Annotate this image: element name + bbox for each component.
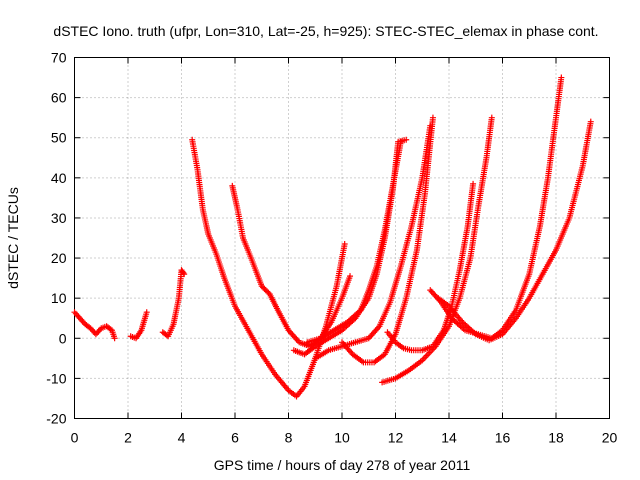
data-point bbox=[341, 241, 348, 248]
data-point bbox=[488, 114, 495, 121]
series-arc-b bbox=[127, 309, 150, 342]
series-arc-m bbox=[435, 118, 594, 344]
x-tick-label: 8 bbox=[285, 430, 293, 446]
data-point bbox=[258, 283, 265, 290]
data-point bbox=[347, 273, 354, 280]
data-point bbox=[111, 335, 118, 342]
series-arc-a bbox=[71, 309, 118, 342]
data-point bbox=[180, 269, 187, 276]
series-arc-l bbox=[427, 74, 565, 342]
x-tick-label: 16 bbox=[495, 430, 511, 446]
x-tick-label: 14 bbox=[441, 430, 457, 446]
data-point bbox=[143, 309, 150, 316]
y-tick-label: 30 bbox=[51, 210, 67, 226]
series-arc-i bbox=[339, 114, 436, 366]
axes: 0 2 4 6 8 10 12 14 16 18 20 -20 -10 0 10 20 30 40 50 60 70 bbox=[46, 50, 617, 446]
x-tick-label: 10 bbox=[334, 430, 350, 446]
data-point bbox=[429, 114, 436, 121]
data-point bbox=[261, 285, 268, 292]
x-axis-title: GPS time / hours of day 278 of year 2011 bbox=[214, 457, 471, 473]
x-tick-label: 18 bbox=[548, 430, 564, 446]
plot-area bbox=[71, 74, 594, 400]
data-point bbox=[264, 288, 271, 295]
chart-title: dSTEC Iono. truth (ufpr, Lon=310, Lat=-2… bbox=[53, 23, 598, 39]
data-point bbox=[181, 271, 188, 278]
series-arc-c bbox=[159, 267, 188, 340]
data-point bbox=[403, 136, 410, 143]
data-point bbox=[265, 289, 272, 296]
data-point bbox=[558, 74, 565, 81]
y-tick-label: 10 bbox=[51, 290, 67, 306]
series-arc-j bbox=[379, 114, 495, 386]
y-tick-label: 20 bbox=[51, 250, 67, 266]
y-tick-label: 60 bbox=[51, 90, 67, 106]
x-tick-label: 12 bbox=[388, 430, 404, 446]
y-tick-label: 70 bbox=[51, 50, 67, 66]
x-tick-label: 4 bbox=[178, 430, 186, 446]
x-tick-label: 6 bbox=[231, 430, 239, 446]
data-point bbox=[262, 287, 269, 294]
y-tick-label: 0 bbox=[59, 330, 67, 346]
x-tick-label: 0 bbox=[71, 430, 79, 446]
x-tick-label: 20 bbox=[602, 430, 618, 446]
y-tick-label: 50 bbox=[51, 130, 67, 146]
y-axis-title: dSTEC / TECUs bbox=[5, 187, 21, 289]
data-point bbox=[470, 180, 477, 187]
x-tick-label: 2 bbox=[124, 430, 132, 446]
series-arc-d bbox=[189, 136, 348, 400]
data-point bbox=[260, 284, 267, 291]
series-arc-k bbox=[384, 180, 477, 354]
series-arc-e bbox=[229, 182, 354, 350]
series-arc-g bbox=[304, 138, 404, 346]
y-tick-label: -10 bbox=[46, 370, 66, 386]
series-arc-f bbox=[290, 136, 410, 358]
gridlines bbox=[74, 57, 610, 419]
data-point bbox=[107, 326, 114, 333]
data-point bbox=[587, 118, 594, 125]
data-point bbox=[397, 138, 404, 145]
y-tick-label: -20 bbox=[46, 411, 66, 427]
series-arc-h bbox=[312, 122, 434, 362]
y-tick-label: 40 bbox=[51, 170, 67, 186]
